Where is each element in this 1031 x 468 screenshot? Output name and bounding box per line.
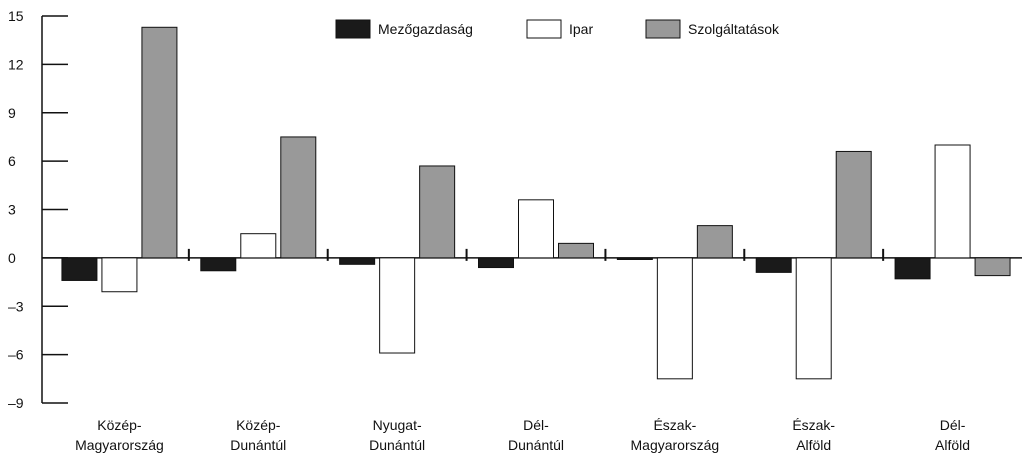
- bar-ipar-2: [379, 257, 416, 354]
- legend-label: Ipar: [569, 21, 593, 37]
- bar-mez-gazdas-g-2: [339, 257, 376, 265]
- bar-szolg-ltat-sok-1: [280, 136, 317, 259]
- category-label: Közép-: [236, 417, 281, 433]
- bar-mez-gazdas-g-4: [616, 257, 653, 260]
- y-tick-labels: 15 12 9 6 3 0 –3 –6 –9: [8, 8, 24, 411]
- bar-mez-gazdas-g-5: [755, 257, 792, 273]
- category-label: Nyugat-: [373, 417, 422, 433]
- legend-swatch: [526, 19, 562, 39]
- category-label: Észak-: [653, 417, 696, 433]
- legend-swatch: [645, 19, 681, 39]
- bar-ipar-4: [656, 257, 693, 380]
- category-label: Magyarország: [631, 437, 720, 453]
- y-tick-label: 6: [8, 153, 16, 169]
- bar-ipar-6: [934, 144, 971, 259]
- y-tick-label: 15: [8, 8, 24, 24]
- category-labels: Közép- Magyarország Közép- Dunántúl Nyugat- D…: [75, 417, 970, 453]
- bar-ipar-5: [795, 257, 832, 380]
- legend-swatch: [335, 19, 371, 39]
- bar-mez-gazdas-g-0: [61, 257, 98, 281]
- category-label: Dél-: [523, 417, 549, 433]
- y-tick-label: 3: [8, 202, 16, 218]
- bar-szolg-ltat-sok-3: [558, 242, 594, 259]
- y-tick-label: –9: [8, 395, 24, 411]
- category-label: Dunántúl: [230, 437, 286, 453]
- category-label: Észak-: [792, 417, 835, 433]
- y-tick-label: 12: [8, 56, 24, 72]
- bar-szolg-ltat-sok-4: [696, 225, 733, 259]
- bars: [61, 26, 1011, 380]
- category-label: Dunántúl: [369, 437, 425, 453]
- category-label: Dél-: [940, 417, 966, 433]
- category-label: Dunántúl: [508, 437, 564, 453]
- y-tick-label: –6: [8, 347, 24, 363]
- bar-szolg-ltat-sok-5: [835, 150, 872, 259]
- category-label: Alföld: [935, 437, 970, 453]
- bar-ipar-1: [240, 233, 277, 259]
- bar-szolg-ltat-sok-2: [419, 165, 456, 259]
- bar-szolg-ltat-sok-6: [974, 257, 1011, 277]
- bar-ipar-3: [518, 199, 554, 259]
- category-label: Közép-: [97, 417, 142, 433]
- y-tick-label: –3: [8, 298, 24, 314]
- bar-szolg-ltat-sok-0: [141, 26, 178, 259]
- y-tick-label: 9: [8, 105, 16, 121]
- bar-ipar-0: [101, 257, 138, 293]
- category-label: Alföld: [796, 437, 831, 453]
- legend: Mezőgazdaság Ipar Szolgáltatások: [335, 19, 780, 39]
- y-tick-label: 0: [8, 250, 16, 266]
- bar-mez-gazdas-g-1: [200, 257, 237, 272]
- legend-label: Mezőgazdaság: [378, 21, 473, 37]
- legend-label: Szolgáltatások: [688, 21, 780, 37]
- category-label: Magyarország: [75, 437, 164, 453]
- bar-mez-gazdas-g-6: [894, 257, 931, 280]
- bar-mez-gazdas-g-3: [478, 257, 514, 269]
